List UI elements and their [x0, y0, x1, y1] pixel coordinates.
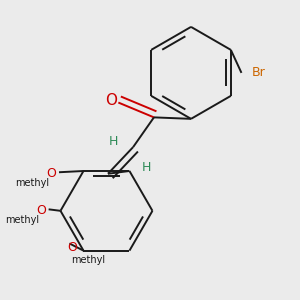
Text: H: H: [109, 135, 119, 148]
Text: Br: Br: [252, 66, 266, 80]
Text: methyl: methyl: [15, 178, 50, 188]
Text: H: H: [142, 161, 151, 174]
Text: O: O: [105, 93, 117, 108]
Text: O: O: [68, 242, 77, 254]
Text: methyl: methyl: [72, 255, 106, 265]
Text: O: O: [47, 167, 56, 180]
Text: O: O: [36, 204, 46, 217]
Text: methyl: methyl: [5, 215, 39, 225]
